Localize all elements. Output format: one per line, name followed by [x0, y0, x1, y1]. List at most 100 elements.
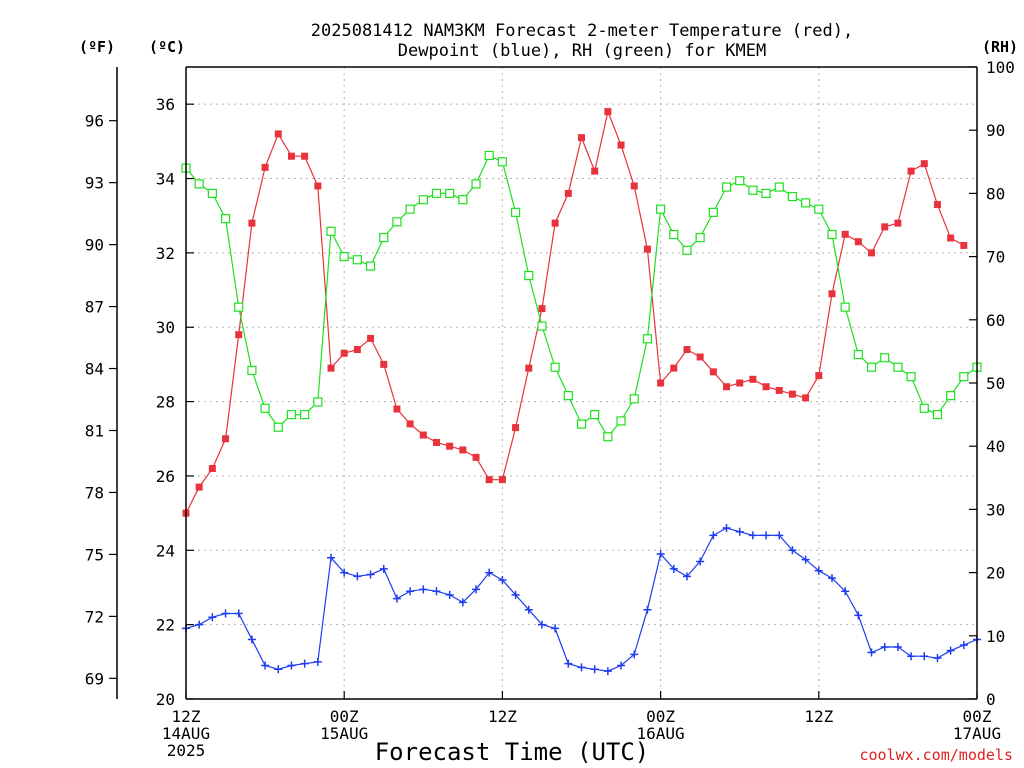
temperature-point	[367, 334, 375, 342]
celsius-tick-label: 24	[156, 541, 175, 560]
series-layer	[181, 108, 982, 676]
rh-point	[853, 349, 863, 360]
temperature-point	[301, 152, 309, 160]
grid-lines	[186, 67, 977, 699]
dewpoint-point	[696, 557, 705, 566]
x-tick-label: 00Z	[963, 707, 992, 726]
rh-tick-label: 0	[986, 690, 996, 709]
credit-link[interactable]: coolwx.com/models	[859, 746, 1013, 764]
temperature-point	[248, 219, 256, 227]
dewpoint-point	[287, 661, 296, 670]
fahrenheit-tick-label: 90	[85, 236, 104, 255]
temperature-point	[472, 453, 480, 461]
rh-point	[379, 233, 389, 243]
temperature-point	[907, 167, 915, 175]
rh-point	[616, 416, 626, 426]
rh-point	[471, 179, 481, 189]
temperature-point	[498, 476, 506, 484]
dewpoint-point	[274, 665, 283, 674]
rh-point	[247, 365, 257, 375]
temperature-point	[854, 238, 862, 246]
fahrenheit-tick-label: 72	[85, 607, 104, 626]
rh-tick-label: 50	[986, 374, 1005, 393]
rh-point	[919, 403, 929, 413]
rh-tick-label: 70	[986, 248, 1005, 267]
rh-point	[893, 362, 903, 372]
temperature-point	[551, 219, 559, 227]
rh-point	[590, 410, 600, 420]
rh-point	[866, 362, 877, 372]
dewpoint-point	[682, 572, 691, 581]
x-tick-label: 00Z	[330, 707, 359, 726]
fahrenheit-tick-label: 87	[85, 298, 104, 317]
temperature-point	[287, 152, 295, 160]
dewpoint-point	[511, 590, 520, 599]
temperature-point	[643, 245, 651, 253]
rh-point	[510, 207, 521, 217]
dewpoint-point	[735, 527, 744, 536]
temperature-point	[683, 346, 691, 354]
temperature-point	[314, 182, 322, 190]
temperature-point	[920, 160, 928, 168]
rh-point	[801, 198, 811, 208]
dewpoint-point	[498, 576, 507, 585]
temperature-point	[485, 476, 493, 484]
dewpoint-point	[748, 531, 757, 540]
temperature-point	[406, 420, 414, 428]
temperature-point	[868, 249, 876, 257]
rh-point	[959, 372, 969, 382]
celsius-axis-unit: (ºC)	[149, 38, 185, 56]
rh-point	[603, 432, 613, 442]
temperature-point	[525, 364, 533, 372]
rh-point	[787, 191, 798, 202]
dewpoint-point	[524, 605, 533, 614]
dewpoint-point	[432, 587, 441, 596]
rh-point	[906, 372, 916, 382]
fahrenheit-tick-label: 84	[85, 360, 104, 379]
temperature-point	[274, 130, 282, 138]
dewpoint-point	[419, 585, 428, 594]
dewpoint-point	[406, 587, 415, 596]
rh-point	[840, 302, 850, 312]
rh-axis-unit: (RH)	[982, 38, 1018, 56]
rh-point	[458, 195, 468, 205]
dewpoint-point	[379, 564, 388, 573]
rh-point	[339, 252, 349, 262]
dewpoint-point	[893, 642, 902, 651]
temperature-point	[749, 375, 757, 383]
rh-point	[642, 334, 653, 344]
rh-point	[537, 321, 547, 331]
dewpoint-point	[472, 585, 481, 594]
rh-point	[484, 150, 494, 161]
rh-point	[880, 353, 890, 363]
dewpoint-point	[775, 531, 784, 540]
rh-point	[260, 403, 270, 413]
dewpoint-point	[814, 566, 823, 575]
rh-point	[576, 419, 587, 429]
dewpoint-point	[959, 641, 968, 650]
dewpoint-point	[801, 555, 810, 564]
dewpoint-point	[577, 663, 586, 672]
dewpoint-point	[300, 659, 309, 668]
rh-point	[418, 195, 428, 205]
rh-tick-label: 60	[986, 311, 1005, 330]
rh-point	[735, 176, 745, 186]
dewpoint-point	[907, 652, 916, 661]
temperature-point	[802, 394, 810, 402]
dewpoint-point	[709, 531, 718, 540]
dewpoint-point	[669, 564, 678, 573]
temperature-point	[894, 219, 902, 227]
rh-tick-label: 100	[986, 58, 1015, 77]
rh-point	[932, 410, 943, 420]
rh-point	[629, 394, 639, 404]
fahrenheit-tick-label: 78	[85, 483, 104, 502]
rh-point	[695, 233, 705, 243]
temperature-point	[327, 364, 335, 372]
temperature-point	[604, 108, 612, 116]
dewpoint-point	[353, 572, 362, 581]
rh-line	[185, 154, 978, 438]
dewpoint-point	[340, 568, 349, 577]
fahrenheit-tick-label: 96	[85, 112, 104, 131]
celsius-tick-label: 30	[156, 318, 175, 337]
